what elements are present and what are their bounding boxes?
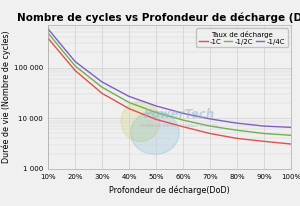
-1C (262, 140, 266, 143)
Ellipse shape (130, 111, 179, 154)
-1/2C (262, 132, 266, 135)
Ellipse shape (121, 101, 160, 142)
-1/2C (127, 101, 131, 104)
X-axis label: Profondeur de décharge(DoD): Profondeur de décharge(DoD) (109, 185, 230, 195)
-1/4C (100, 81, 104, 83)
-1C (73, 69, 77, 72)
-1/2C (208, 125, 212, 127)
-1/2C (235, 129, 239, 131)
Y-axis label: Durée de vie (Nombre de cycles): Durée de vie (Nombre de cycles) (2, 30, 11, 163)
-1C (235, 137, 239, 140)
-1/4C (181, 112, 185, 115)
-1/2C (100, 86, 104, 88)
-1C (181, 125, 185, 128)
Line: -1/2C: -1/2C (48, 33, 291, 135)
-1/4C (235, 122, 239, 124)
Line: -1/4C: -1/4C (48, 29, 291, 127)
-1/2C (181, 119, 185, 121)
-1C (100, 92, 104, 95)
-1C (46, 37, 50, 39)
Title: Nombre de cycles vs Profondeur de décharge (DoD): Nombre de cycles vs Profondeur de déchar… (16, 12, 300, 22)
-1/4C (46, 28, 50, 30)
-1C (154, 118, 158, 121)
-1C (208, 132, 212, 135)
-1/4C (289, 126, 293, 129)
-1/4C (127, 95, 131, 98)
Text: ADVANCED ENERGY STORAGE SYSTEMS: ADVANCED ENERGY STORAGE SYSTEMS (140, 124, 218, 128)
-1/4C (154, 105, 158, 107)
Text: PowerTech: PowerTech (144, 108, 215, 121)
Legend: -1C, -1/2C, -1/4C: -1C, -1/2C, -1/4C (196, 28, 287, 47)
-1/4C (262, 125, 266, 127)
-1/4C (73, 60, 77, 63)
-1/2C (73, 65, 77, 67)
-1C (289, 143, 293, 145)
-1/2C (154, 111, 158, 114)
-1C (127, 107, 131, 110)
-1/2C (289, 134, 293, 137)
-1/4C (208, 118, 212, 120)
Line: -1C: -1C (48, 38, 291, 144)
-1/2C (46, 32, 50, 34)
